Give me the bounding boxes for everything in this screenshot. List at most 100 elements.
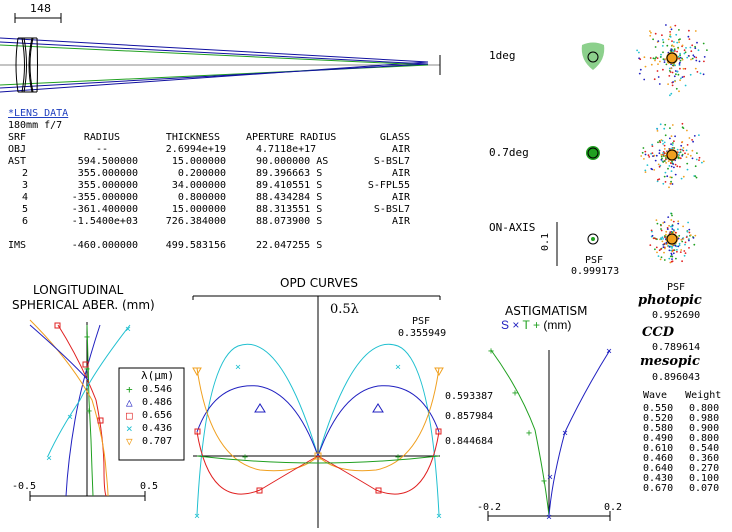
astig-title: ASTIGMATISM xyxy=(505,304,588,318)
psf-dot xyxy=(651,168,654,171)
psf-dot xyxy=(658,149,661,152)
psf-dot xyxy=(655,219,658,222)
psf-dot xyxy=(681,240,684,243)
psf-dot xyxy=(695,59,698,62)
psf-dot xyxy=(674,173,677,176)
psf-dot xyxy=(658,165,661,168)
psf-dot xyxy=(670,245,672,248)
psf-dot xyxy=(670,182,673,185)
legend-marker-square: □ xyxy=(126,409,133,422)
psf-dot xyxy=(694,45,696,48)
lens-cell: S-BSL7 xyxy=(373,204,410,215)
svg-text:+: + xyxy=(488,346,494,357)
psf-dot xyxy=(677,220,680,223)
weights-header: Wave Weight xyxy=(643,390,722,401)
psf-dot xyxy=(642,147,645,149)
spot-psf-label: PSF xyxy=(585,255,604,266)
psf-dot xyxy=(695,176,698,179)
lens-cell: -355.000000 xyxy=(71,192,138,203)
psf-dot xyxy=(664,134,667,137)
psf-dot xyxy=(650,229,653,232)
psf-dot xyxy=(703,60,705,63)
opd-value-0: 0.355949 xyxy=(398,328,447,339)
psf-dot xyxy=(687,221,689,224)
lens-cell: 3 xyxy=(22,180,29,191)
psf-dot xyxy=(667,167,669,170)
weight-value: 0.540 xyxy=(689,443,720,454)
psf-dot xyxy=(676,70,679,73)
lens-cell: 88.434284 S xyxy=(256,192,323,203)
lens-cell: AIR xyxy=(391,168,410,179)
psf-dot xyxy=(662,246,665,249)
psf-dot xyxy=(681,122,684,125)
psf-dot xyxy=(688,238,690,241)
psf-1deg xyxy=(636,24,708,97)
psf-dot xyxy=(672,252,675,255)
weight-wave: 0.670 xyxy=(643,483,674,494)
psf-dot xyxy=(644,171,647,174)
psf-dot xyxy=(679,79,681,82)
photopic-label: photopic xyxy=(638,293,702,308)
lens-cell: 726.384000 xyxy=(165,216,226,227)
psf-dot xyxy=(653,169,656,171)
opd-plot: × × × × + + xyxy=(192,295,444,528)
psf-dot xyxy=(673,147,676,149)
psf-dot xyxy=(659,258,662,261)
weight-wave: 0.430 xyxy=(643,473,674,484)
psf-dot xyxy=(669,26,672,28)
psf-dot xyxy=(669,31,671,33)
svg-text:+: + xyxy=(512,388,518,399)
scale-bar xyxy=(14,13,62,23)
lens-cell: 90.000000 AS xyxy=(256,156,329,167)
psf-dot xyxy=(672,45,675,48)
psf-dot xyxy=(691,157,694,160)
psf-dot xyxy=(670,165,673,168)
psf-dot xyxy=(694,175,697,178)
legend-label: 0.486 xyxy=(142,397,173,408)
psf-dot xyxy=(644,150,647,153)
psf-dot xyxy=(660,229,663,232)
legend-label: 0.436 xyxy=(142,423,173,434)
spot-scale-label: 0.1 xyxy=(540,232,552,252)
weight-value: 0.360 xyxy=(689,453,720,464)
psf-dot xyxy=(678,57,680,60)
psf-dot xyxy=(672,163,675,165)
weight-wave: 0.490 xyxy=(643,433,674,444)
psf-dot xyxy=(643,78,646,81)
svg-text:+: + xyxy=(242,452,248,463)
psf-dot xyxy=(668,70,671,72)
psf-dot xyxy=(670,170,673,173)
lens-data-heading[interactable]: *LENS DATA xyxy=(8,108,69,119)
psf-dot xyxy=(647,154,650,157)
psf-core xyxy=(666,52,678,64)
psf-dot xyxy=(641,151,644,154)
longitudinal-title-2: SPHERICAL ABER. (mm) xyxy=(12,298,155,312)
svg-text:+: + xyxy=(86,406,92,417)
lens-cell: IMS xyxy=(8,240,27,251)
psf-dot xyxy=(665,157,667,159)
psf-dot xyxy=(696,71,699,73)
psf-dot xyxy=(657,255,660,257)
psf-dot xyxy=(697,49,700,52)
psf-dot xyxy=(664,171,667,174)
psf-dot xyxy=(675,33,678,36)
psf-dot xyxy=(691,57,694,60)
longitudinal-plot: + + + × × × xyxy=(29,319,146,501)
svg-text:×: × xyxy=(125,324,131,335)
svg-text:+: + xyxy=(541,476,547,487)
psf-dot xyxy=(664,247,666,250)
weight-value: 0.800 xyxy=(689,433,720,444)
psf-dot xyxy=(662,182,665,185)
psf-dot xyxy=(685,236,688,239)
psf-dot xyxy=(686,230,689,233)
psf-dot xyxy=(638,51,640,54)
psf-dot xyxy=(665,162,667,164)
svg-text:×: × xyxy=(46,453,52,464)
psf-dot xyxy=(644,153,647,156)
psf-dot xyxy=(694,165,697,168)
psf-dot xyxy=(681,260,683,263)
lens-cell: AST xyxy=(8,156,27,167)
photopic-value: 0.952690 xyxy=(652,310,701,321)
psf-dot xyxy=(674,80,676,83)
